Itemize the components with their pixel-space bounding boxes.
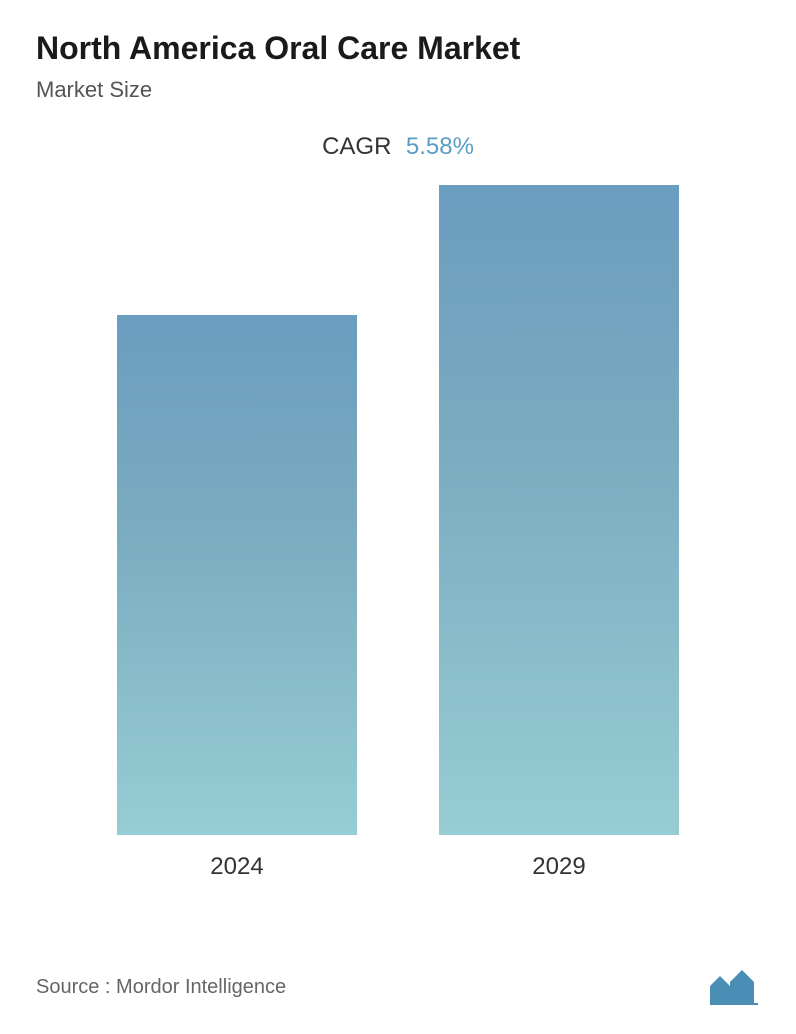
- bar-label-2029: 2029: [532, 853, 585, 881]
- chart-footer: Source : Mordor Intelligence: [36, 968, 760, 1006]
- source-text: Source : Mordor Intelligence: [36, 976, 286, 999]
- chart-title: North America Oral Care Market: [36, 30, 760, 67]
- bar-chart: 2024 2029: [36, 211, 760, 881]
- bar-2024: [117, 315, 357, 835]
- bar-label-2024: 2024: [210, 853, 263, 881]
- mordor-logo-icon: [708, 968, 760, 1006]
- bar-2029: [439, 185, 679, 835]
- cagr-value: 5.58%: [406, 133, 474, 160]
- cagr-row: CAGR 5.58%: [36, 133, 760, 161]
- cagr-label: CAGR: [322, 133, 391, 160]
- bar-group-2029: 2029: [419, 185, 699, 881]
- chart-subtitle: Market Size: [36, 77, 760, 103]
- bar-group-2024: 2024: [97, 315, 377, 881]
